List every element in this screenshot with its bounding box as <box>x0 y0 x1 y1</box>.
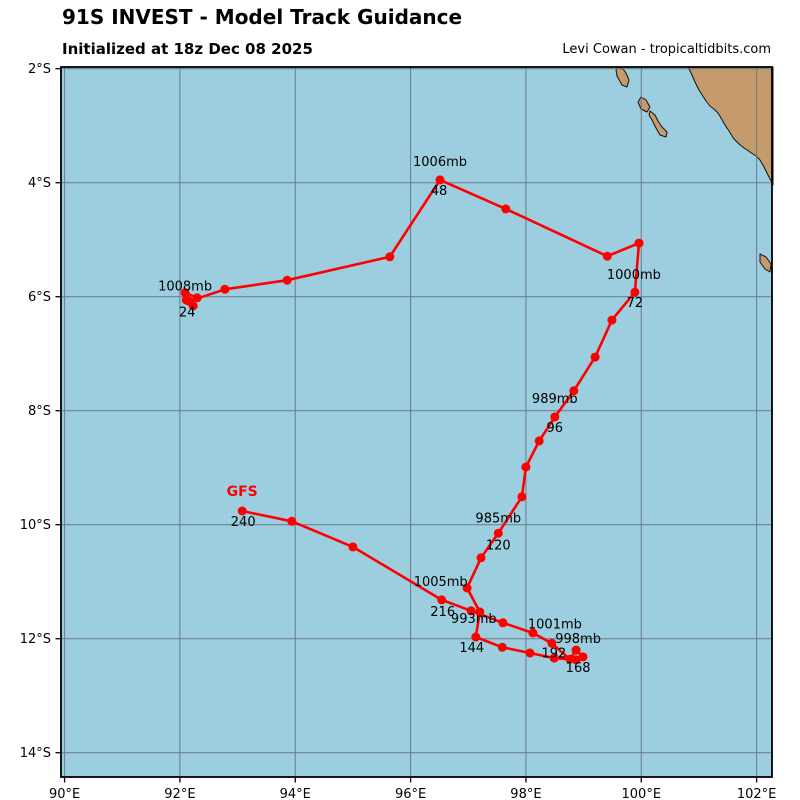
y-tick-label: 10°S <box>20 518 51 533</box>
track-point-174 <box>578 652 588 662</box>
track-point-6 <box>180 288 190 298</box>
pressure-label-168: 998mb <box>555 632 601 647</box>
track-point-36 <box>282 275 292 285</box>
track-point-240 <box>237 506 247 516</box>
track-point-198 <box>528 628 538 638</box>
track-point-114 <box>517 492 527 502</box>
track-point-132 <box>462 583 472 593</box>
pressure-label-192: 1001mb <box>528 617 582 632</box>
track-point-66 <box>634 238 644 248</box>
credit-text: Levi Cowan - tropicaltidbits.com <box>562 42 771 57</box>
track-point-186 <box>565 654 575 664</box>
pressure-label-48: 1006mb <box>413 155 467 170</box>
track-point-156 <box>525 648 535 658</box>
track-point-180 <box>571 645 581 655</box>
y-tick-label: 8°S <box>28 404 51 419</box>
pressure-label-216: 1005mb <box>414 575 468 590</box>
landmass-sumatra <box>687 66 774 186</box>
model-track-gfs <box>180 175 644 665</box>
axis-ticks <box>55 68 758 783</box>
x-tick-label: 98°E <box>510 787 541 800</box>
track-point-210 <box>466 606 476 616</box>
landmass-island-pagai <box>648 110 668 138</box>
track-point-138 <box>475 607 485 617</box>
model-label: GFS <box>227 484 258 500</box>
track-point-144 <box>471 632 481 642</box>
y-tick-label: 14°S <box>20 746 51 761</box>
track-point-120 <box>493 528 503 538</box>
track-point-0 <box>192 293 202 303</box>
track-map-canvas: 1008mb241006mb481000mb72989mb96985mb1209… <box>20 62 777 800</box>
x-tick-label: 92°E <box>164 787 195 800</box>
track-point-90 <box>569 386 579 396</box>
hour-label-48: 48 <box>431 184 448 199</box>
track-labels: 1008mb 24 1006mb 48 1000mb 72 989mb 96 985mb 120 9… <box>158 155 661 676</box>
y-tick-label: 6°S <box>28 290 51 305</box>
y-tick-label: 4°S <box>28 176 51 191</box>
pressure-label-120: 985mb <box>475 511 521 526</box>
hour-label-120: 120 <box>486 538 511 553</box>
x-tick-label: 94°E <box>280 787 311 800</box>
x-tick-label: 96°E <box>395 787 426 800</box>
landmass-island-enggano <box>759 253 772 273</box>
track-point-42 <box>385 252 395 262</box>
track-point-234 <box>287 516 297 526</box>
track-line <box>183 178 641 662</box>
track-point-108 <box>521 462 531 472</box>
track-point-228 <box>348 542 358 552</box>
track-point-192 <box>547 638 557 648</box>
page-title: 91S INVEST - Model Track Guidance <box>62 5 463 29</box>
x-tick-label: 100°E <box>622 787 662 800</box>
y-tick-label: 12°S <box>20 632 51 647</box>
track-point-216 <box>437 595 447 605</box>
pressure-label-96: 989mb <box>532 392 578 407</box>
x-tick-label: 90°E <box>49 787 80 800</box>
pressure-label-144: 993mb <box>451 612 497 627</box>
track-point-48 <box>435 175 445 185</box>
init-time-subtitle: Initialized at 18z Dec 08 2025 <box>62 40 313 58</box>
sea-background <box>61 67 772 777</box>
track-point-24 <box>184 296 194 306</box>
plot-border <box>60 66 773 778</box>
track-point-162 <box>549 653 559 663</box>
track-point-54 <box>501 204 511 214</box>
pressure-label-72: 1000mb <box>607 268 661 283</box>
track-point-126 <box>476 553 486 563</box>
track-point-30 <box>220 284 230 294</box>
hour-label-144: 144 <box>459 641 484 656</box>
track-point-84 <box>590 352 600 362</box>
y-tick-label: 2°S <box>28 62 51 77</box>
axis-tick-labels: 90°E 92°E 94°E 96°E 98°E 100°E 102°E 2°S 4°S 6°S 8… <box>20 62 777 800</box>
hour-label-72: 72 <box>627 296 644 311</box>
hour-label-168: 168 <box>566 661 591 676</box>
track-point-102 <box>534 436 544 446</box>
hour-label-192: 192 <box>541 646 566 661</box>
track-point-204 <box>498 618 508 628</box>
hour-label-24: 24 <box>179 305 196 320</box>
landmass-island-siberut <box>615 66 630 88</box>
hour-label-96: 96 <box>547 421 564 436</box>
track-point-96 <box>550 412 560 422</box>
track-point-60 <box>602 251 612 261</box>
graticule <box>61 67 772 777</box>
track-map: 1008mb 24 1006mb 48 1000mb 72 989mb 96 985mb 120 9… <box>20 62 777 800</box>
pressure-label-24: 1008mb <box>158 279 212 294</box>
hour-label-240: 240 <box>231 515 256 530</box>
hour-label-216: 216 <box>430 605 455 620</box>
x-tick-label: 102°E <box>737 787 777 800</box>
track-point-150 <box>497 642 507 652</box>
track-point-72 <box>630 287 640 297</box>
track-point-78 <box>607 315 617 325</box>
